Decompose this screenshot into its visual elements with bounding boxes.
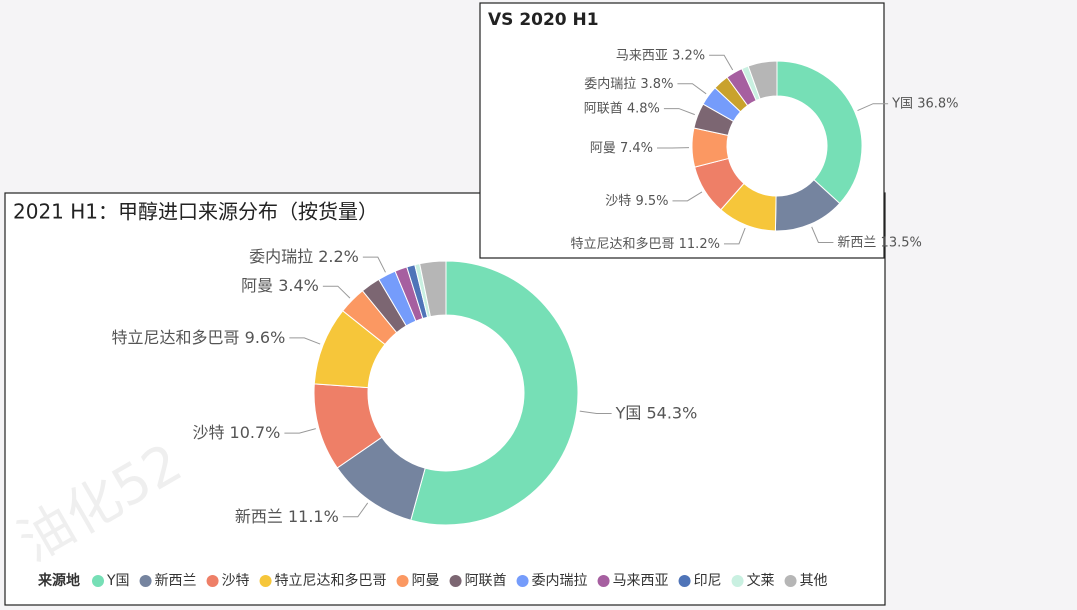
- value-label: 10.7%: [230, 423, 281, 442]
- slice: [410, 260, 579, 526]
- data-label: 阿联酋 4.8%: [584, 100, 660, 116]
- data-label: 马来西亚 3.2%: [616, 48, 705, 63]
- category-name: 阿联酋: [584, 100, 623, 116]
- legend-title: 来源地: [37, 572, 80, 589]
- leader-line: [723, 227, 746, 245]
- category-name: 沙特: [605, 193, 631, 208]
- chart-title: VS 2020 H1: [488, 10, 599, 30]
- legend-label: 文莱: [747, 573, 775, 589]
- data-label: 新西兰 13.5%: [837, 234, 921, 250]
- value-label: 3.2%: [672, 48, 705, 63]
- value-label: 9.5%: [635, 193, 668, 208]
- legend-marker: [516, 575, 529, 587]
- leader-line: [289, 337, 321, 345]
- value-label: 11.2%: [679, 236, 720, 251]
- legend-marker: [396, 575, 409, 587]
- value-label: 36.8%: [917, 96, 958, 111]
- legend-label: 特立尼达和多巴哥: [275, 572, 387, 589]
- panel: [479, 2, 885, 259]
- category-name: 委内瑞拉: [249, 247, 313, 266]
- legend-marker: [449, 575, 462, 587]
- chart-panel: VS 2020 H1 Y国 36.8% 新西兰 13.5% 特立尼达和多巴哥 11.2…: [479, 2, 959, 259]
- slice: [776, 60, 863, 205]
- value-label: 9.6%: [245, 327, 286, 346]
- category-name: 特立尼达和多巴哥: [570, 235, 674, 251]
- data-label: 特立尼达和多巴哥 9.6%: [112, 327, 286, 346]
- category-name: Y国: [615, 403, 642, 422]
- category-name: 委内瑞拉: [584, 75, 636, 91]
- leader-line: [709, 54, 734, 71]
- leader-line: [579, 410, 612, 414]
- chart-title: 2021 H1：甲醇进口来源分布（按货量）: [13, 200, 378, 224]
- category-name: 马来西亚: [616, 48, 668, 63]
- data-label: 阿曼 3.4%: [241, 276, 319, 295]
- legend-marker: [597, 575, 610, 587]
- leader-line: [672, 191, 703, 202]
- slice: [747, 60, 778, 100]
- category-name: 新西兰: [837, 234, 876, 250]
- chart-panel: 2021 H1：甲醇进口来源分布（按货量） Y国 54.3% 新西兰 11.1% 沙特…: [4, 192, 886, 606]
- leader-line: [284, 428, 316, 434]
- category-name: 阿曼: [590, 140, 616, 155]
- leader-line: [322, 285, 351, 299]
- value-label: 4.8%: [627, 101, 660, 116]
- leader-line: [342, 502, 369, 518]
- data-label: 新西兰 11.1%: [235, 506, 339, 525]
- data-label: Y国 54.3%: [615, 403, 698, 422]
- category-name: 阿曼: [241, 276, 273, 295]
- value-label: 7.4%: [620, 140, 653, 155]
- leader-line: [362, 256, 386, 273]
- value-label: 3.8%: [640, 76, 673, 91]
- data-label: 委内瑞拉 3.8%: [584, 75, 673, 91]
- leader-line: [663, 108, 695, 116]
- legend-marker: [731, 575, 744, 587]
- data-label: 沙特 9.5%: [605, 193, 668, 208]
- legend-label: 委内瑞拉: [532, 573, 588, 589]
- legend-label: 沙特: [222, 573, 250, 589]
- value-label: 3.4%: [278, 276, 319, 295]
- legend-label: 马来西亚: [613, 573, 669, 589]
- data-label: 特立尼达和多巴哥 11.2%: [570, 235, 719, 251]
- value-label: 13.5%: [881, 235, 922, 250]
- leader-line: [677, 83, 707, 95]
- legend-label: 阿联酋: [465, 572, 507, 589]
- legend-marker: [784, 575, 797, 587]
- category-name: 新西兰: [235, 506, 283, 525]
- data-label: 沙特 10.7%: [192, 423, 280, 442]
- legend-marker: [678, 575, 691, 587]
- leader-line: [857, 103, 889, 112]
- category-name: Y国: [891, 96, 913, 111]
- legend-marker: [92, 575, 104, 587]
- legend-label: 印尼: [694, 573, 722, 589]
- legend-label: 其他: [800, 573, 828, 589]
- data-label: 委内瑞拉 2.2%: [249, 247, 359, 266]
- value-label: 11.1%: [288, 506, 339, 525]
- legend-marker: [139, 575, 152, 587]
- value-label: 54.3%: [646, 403, 697, 422]
- leader-line: [811, 226, 834, 243]
- value-label: 2.2%: [318, 247, 359, 266]
- legend-marker: [259, 575, 272, 587]
- legend-label: Y国: [106, 573, 130, 589]
- legend-label: 阿曼: [412, 573, 440, 589]
- legend-marker: [206, 575, 219, 587]
- category-name: 特立尼达和多巴哥: [112, 327, 240, 346]
- data-label: Y国 36.8%: [891, 96, 958, 111]
- category-name: 沙特: [192, 423, 224, 442]
- legend-label: 新西兰: [155, 573, 197, 589]
- slice: [419, 260, 447, 318]
- data-label: 阿曼 7.4%: [590, 140, 653, 155]
